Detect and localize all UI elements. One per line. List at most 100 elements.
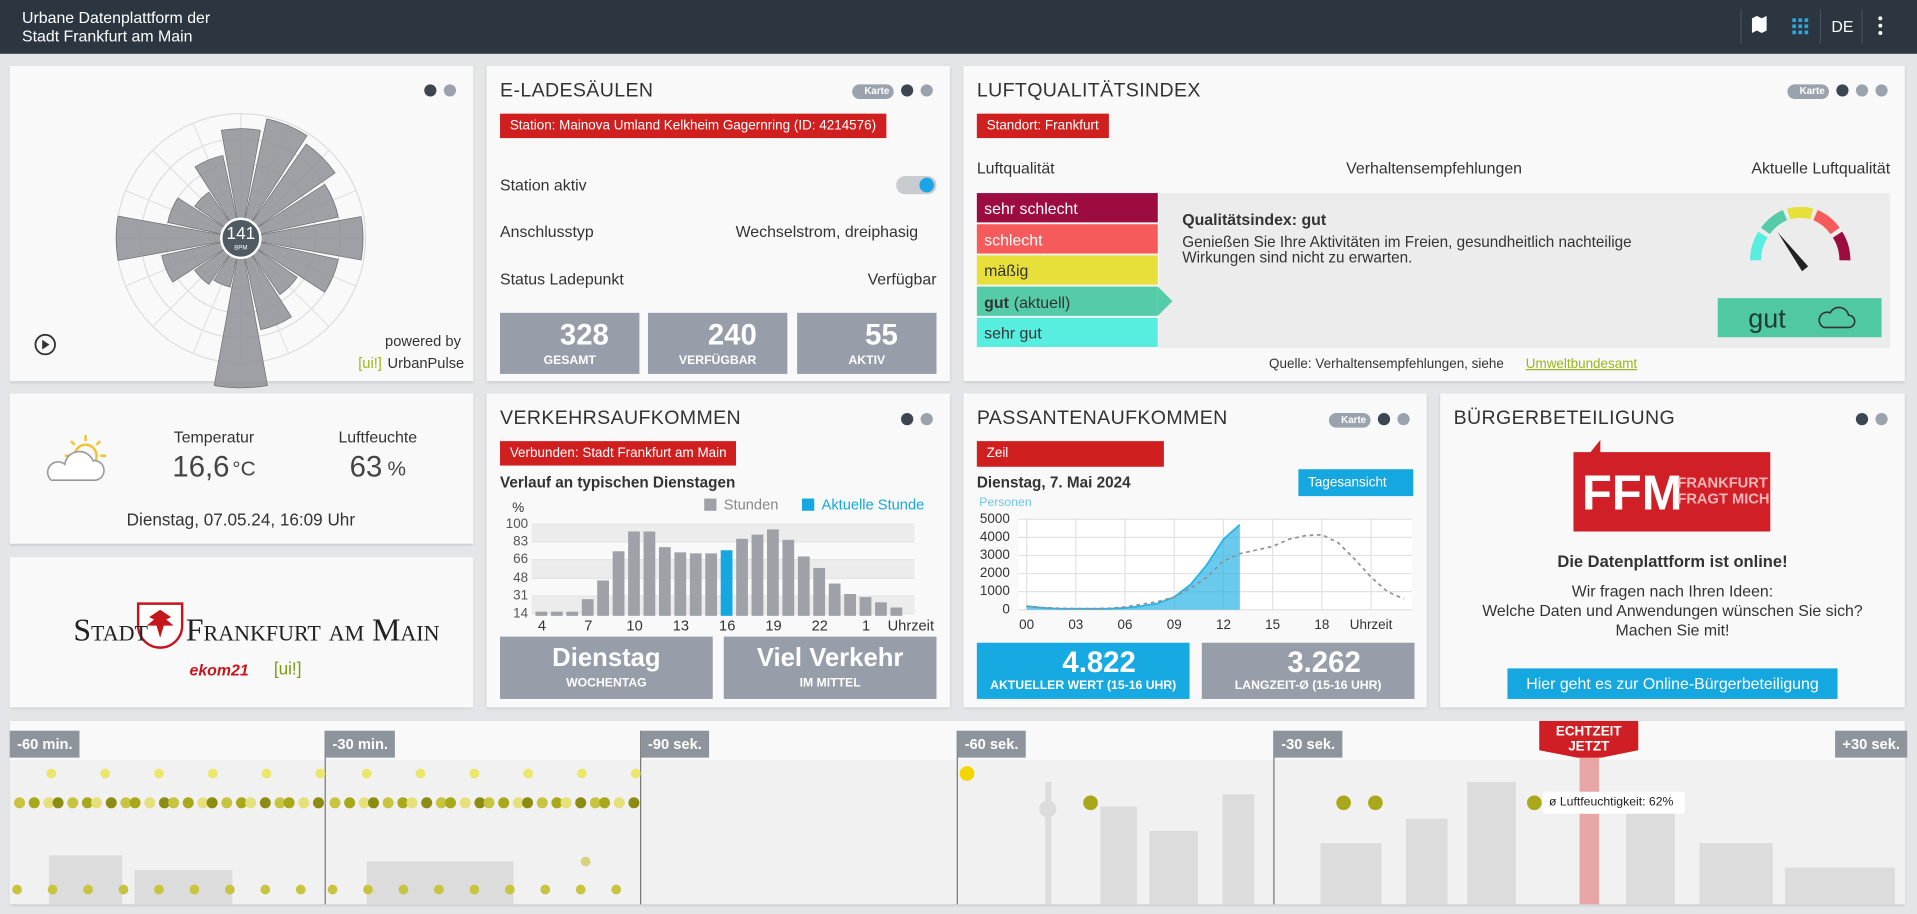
brand-tag: [ui!] xyxy=(273,658,302,679)
stat-value: 55 xyxy=(865,318,898,352)
bar xyxy=(782,539,795,616)
grid-icon[interactable] xyxy=(1792,18,1809,35)
line xyxy=(1026,533,1405,610)
menu-icon[interactable] xyxy=(1878,16,1883,35)
text-line: Wir fragen nach Ihren Ideen: xyxy=(1571,581,1774,600)
bar xyxy=(535,611,548,616)
x-tick-label: 1 xyxy=(862,619,870,635)
wind-sector xyxy=(161,237,242,283)
event-dot xyxy=(207,768,218,779)
language-switch[interactable]: DE xyxy=(1831,17,1854,36)
map-badge[interactable]: Karte xyxy=(1787,84,1830,99)
level-text: gut (aktuell) xyxy=(984,294,1070,310)
legend-label: Aktuelle Stunde xyxy=(822,498,925,514)
level-bar xyxy=(976,317,1158,348)
temperature-unit: °C xyxy=(232,457,256,481)
event-dot xyxy=(261,768,272,779)
bar xyxy=(813,567,826,616)
play-icon xyxy=(42,339,50,350)
x-tick-label: Uhrzeit xyxy=(1350,617,1393,632)
event-dot xyxy=(52,797,64,809)
x-tick-label: 06 xyxy=(1118,617,1133,632)
brand-tag: [ui!] xyxy=(358,354,382,372)
source-link[interactable]: Umweltbundesamt xyxy=(1525,356,1638,372)
temperature-value: 16,6 xyxy=(172,450,230,484)
headline: Die Datenplattform ist online! xyxy=(1557,552,1788,571)
bar xyxy=(643,531,656,616)
current-marker: (aktuell) xyxy=(1013,292,1071,311)
cta-button[interactable]: Hier geht es zur Online-Bürgerbeteiligun… xyxy=(1507,668,1838,699)
row-label: Anschlusstyp xyxy=(500,222,594,241)
bar xyxy=(828,583,841,616)
recommendation-text: Wirkungen sind nicht zu erwarten. xyxy=(1182,249,1413,267)
map-icon[interactable] xyxy=(1751,15,1767,33)
wind-sector xyxy=(220,128,261,239)
map-badge[interactable]: Karte xyxy=(1328,413,1372,428)
humidity-value: 63 xyxy=(349,450,383,484)
stat-box: Viel Verkehr IM MITTEL xyxy=(723,636,937,699)
page-dots[interactable] xyxy=(424,84,1888,426)
location-tag: Standort: Frankfurt xyxy=(976,113,1109,139)
event-dot xyxy=(224,884,235,895)
event-dot xyxy=(630,768,641,779)
location-dropdown[interactable]: Zeil xyxy=(976,441,1164,467)
event-dot xyxy=(469,768,480,779)
stat-box: 4.822 AKTUELLER WERT (15-16 UHR) xyxy=(976,642,1190,699)
cloud-icon xyxy=(46,450,105,482)
panel-title: BÜRGERBETEILIGUNG xyxy=(1453,408,1676,429)
event-dot xyxy=(245,797,257,809)
panel-citizen xyxy=(1440,393,1905,708)
wind-sector xyxy=(240,238,292,331)
event-dot xyxy=(260,884,271,895)
map-badge[interactable]: Karte xyxy=(852,84,895,99)
tooltip-box xyxy=(1542,791,1685,814)
x-tick-label: 4 xyxy=(538,619,546,635)
x-tick-label: 13 xyxy=(673,619,689,635)
event-dot xyxy=(154,884,164,895)
play-button[interactable] xyxy=(34,333,56,356)
bar xyxy=(736,538,748,616)
bar xyxy=(767,529,779,616)
x-tick-label: 03 xyxy=(1068,617,1083,632)
connection-tag: Verbunden: Stadt Frankfurt am Main xyxy=(500,441,737,466)
event-dot xyxy=(206,797,218,809)
event-dot xyxy=(129,797,141,809)
view-dropdown[interactable]: Tagesansicht xyxy=(1298,469,1414,497)
wind-sector xyxy=(240,143,336,239)
stat-label: AKTIV xyxy=(848,354,886,368)
now-label: JETZT xyxy=(1568,739,1610,754)
wind-sector xyxy=(240,216,364,261)
event-dot xyxy=(421,797,433,809)
event-dot xyxy=(46,768,57,779)
event-dot xyxy=(67,797,79,809)
level-bar xyxy=(976,286,1158,316)
event-dot xyxy=(363,884,373,895)
grid-band xyxy=(531,524,915,542)
y-tick-label: 66 xyxy=(513,551,528,566)
bar xyxy=(751,534,764,616)
event-dot xyxy=(434,884,444,895)
header-title: Urbane Datenplattform der xyxy=(22,8,211,27)
column-header: Luftqualität xyxy=(976,158,1055,178)
station-tag: Station: Mainova Umland Kelkheim Gagernr… xyxy=(500,113,886,139)
event-dot xyxy=(259,797,271,809)
bar xyxy=(689,553,702,616)
toggle-knob xyxy=(919,177,935,193)
event-dot xyxy=(504,884,515,895)
event-dot xyxy=(474,797,486,809)
level-text: mäßig xyxy=(984,263,1028,279)
logo-short: FFM xyxy=(1582,466,1683,521)
wind-sector xyxy=(167,197,242,239)
event-dot xyxy=(344,797,356,809)
stat-box: 55 AKTIV xyxy=(797,312,937,374)
now-label: ECHTZEIT xyxy=(1555,724,1622,740)
bar xyxy=(628,531,640,616)
x-tick-label: 00 xyxy=(1019,617,1034,632)
event-dot xyxy=(327,884,338,895)
panel-title: VERKEHRSAUFKOMMEN xyxy=(500,408,742,429)
event-dot xyxy=(397,797,409,809)
city-name: Frankfurt am Main xyxy=(185,612,440,648)
stat-value: 328 xyxy=(559,318,609,352)
stat-label: LANGZEIT-Ø (15-16 UHR) xyxy=(1234,679,1382,693)
